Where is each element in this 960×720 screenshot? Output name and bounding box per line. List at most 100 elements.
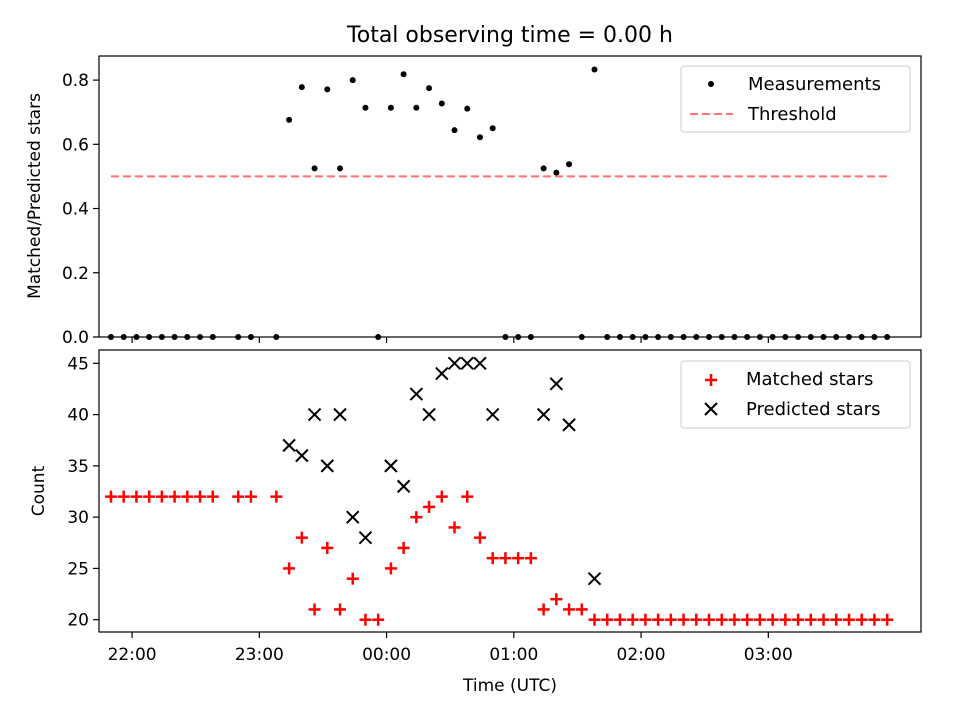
measurements-point: [413, 104, 420, 111]
matched-stars-point: [232, 490, 245, 503]
matched-stars-point: [868, 613, 881, 626]
measurements-point: [438, 100, 445, 107]
top-x-ticks: [131, 337, 769, 343]
measurements-point: [387, 104, 394, 111]
y-tick-label: 45: [67, 354, 89, 374]
predicted-stars-point: [549, 377, 564, 391]
matched-stars-point: [295, 531, 308, 544]
matched-stars-point: [779, 613, 792, 626]
figure-title: Total observing time = 0.00 h: [346, 23, 673, 48]
predicted-stars-point: [307, 407, 322, 422]
measurements-point: [337, 165, 344, 172]
bottom-legend: Matched stars Predicted stars: [680, 360, 911, 429]
top-axes-frame: [98, 55, 922, 338]
predicted-stars-point: [587, 571, 602, 586]
matched-stars-point: [652, 613, 665, 626]
matched-stars-point: [130, 490, 143, 503]
matched-stars-point: [334, 603, 347, 616]
measurements-point: [451, 127, 458, 134]
predicted-stars-point: [447, 356, 462, 371]
measurements-point: [311, 165, 318, 172]
matched-stars-point: [181, 490, 194, 503]
measurements-point: [553, 169, 560, 176]
x-tick-label: 00:00: [362, 645, 411, 665]
predicted-stars-point: [384, 459, 398, 473]
x-tick-label: 02:00: [617, 645, 666, 665]
matched-stars-point: [104, 490, 117, 503]
measurements-point: [400, 71, 407, 78]
matched-stars-point: [550, 593, 563, 606]
matched-stars-point: [639, 613, 652, 626]
matched-stars-point: [613, 613, 626, 626]
predicted-stars-point: [485, 407, 500, 422]
predicted-stars-point: [333, 407, 347, 422]
predicted-stars-point: [473, 356, 487, 371]
y-tick-label: 20: [67, 611, 89, 631]
measurements-point: [349, 77, 356, 84]
y-tick-label: 0.2: [62, 264, 89, 284]
matched-stars-point: [359, 613, 372, 626]
predicted-stars-point: [320, 459, 334, 473]
measurements-point: [540, 165, 547, 172]
matched-stars-point: [461, 490, 474, 503]
matched-stars-point: [448, 521, 461, 534]
matched-stars-point: [855, 613, 868, 626]
legend-label-measurements: Measurements: [748, 74, 881, 95]
matched-stars-point: [563, 603, 576, 616]
matched-stars-point: [817, 613, 830, 626]
matched-stars-point: [728, 613, 741, 626]
matched-stars-point: [741, 613, 754, 626]
predicted-stars-point: [422, 407, 436, 422]
top-plot: 0.00.20.40.60.8 Matched/Predicted stars …: [25, 55, 922, 348]
measurements-point: [298, 84, 305, 91]
predicted-stars-point: [536, 407, 551, 422]
y-tick-label: 30: [67, 508, 89, 528]
matched-stars-point: [486, 552, 499, 565]
matched-stars-point: [372, 613, 385, 626]
matched-stars-point: [690, 613, 703, 626]
predicted-stars-point: [460, 356, 474, 371]
matched-stars-point: [626, 613, 639, 626]
legend-label-predicted-stars: Predicted stars: [746, 399, 880, 420]
matched-stars-point: [155, 490, 168, 503]
matched-stars-point: [270, 490, 283, 503]
matched-stars-point: [703, 613, 716, 626]
matched-stars-point: [168, 490, 181, 503]
matched-stars-point: [766, 613, 779, 626]
top-y-axis-label: Matched/Predicted stars: [25, 93, 45, 299]
legend-label-matched-stars: Matched stars: [746, 369, 873, 390]
matched-stars-point: [194, 490, 207, 503]
top-legend: Measurements Threshold: [680, 65, 911, 133]
matched-stars-point: [842, 613, 855, 626]
x-tick-label: 01:00: [489, 645, 538, 665]
matched-stars-point: [423, 500, 436, 513]
matched-stars-point: [537, 603, 550, 616]
measurements-point: [324, 86, 331, 93]
y-tick-label: 25: [67, 559, 89, 579]
bottom-plot: 20 25 30 35 40 45 22:00 23:00 00:00 01:00 02:00 03…: [29, 349, 922, 696]
measurements-point: [591, 66, 598, 73]
predicted-stars-point: [409, 387, 424, 401]
matched-stars-point: [881, 613, 894, 626]
predicted-stars-point: [295, 448, 309, 463]
measurements-point: [362, 104, 369, 111]
matched-stars-point: [601, 613, 614, 626]
matched-stars-point: [308, 603, 321, 616]
matched-stars-point: [575, 603, 588, 616]
matched-stars-point: [512, 552, 525, 565]
predicted-stars-point: [358, 530, 373, 545]
y-tick-label: 0.4: [62, 200, 89, 220]
matched-stars-point: [804, 613, 817, 626]
legend-marker-predicted-stars: [704, 402, 718, 416]
predicted-stars-point: [282, 438, 296, 453]
y-tick-label: 35: [67, 457, 89, 477]
matched-stars-point: [677, 613, 690, 626]
measurements-point: [286, 116, 293, 123]
matched-stars-point: [143, 490, 156, 503]
x-axis-label: Time (UTC): [462, 676, 557, 696]
top-y-ticks: 0.0 0.2 0.4 0.6 0.8: [62, 71, 99, 348]
measurements-point: [489, 125, 496, 132]
y-tick-label: 0.6: [62, 135, 89, 155]
measurements-point: [566, 161, 573, 168]
